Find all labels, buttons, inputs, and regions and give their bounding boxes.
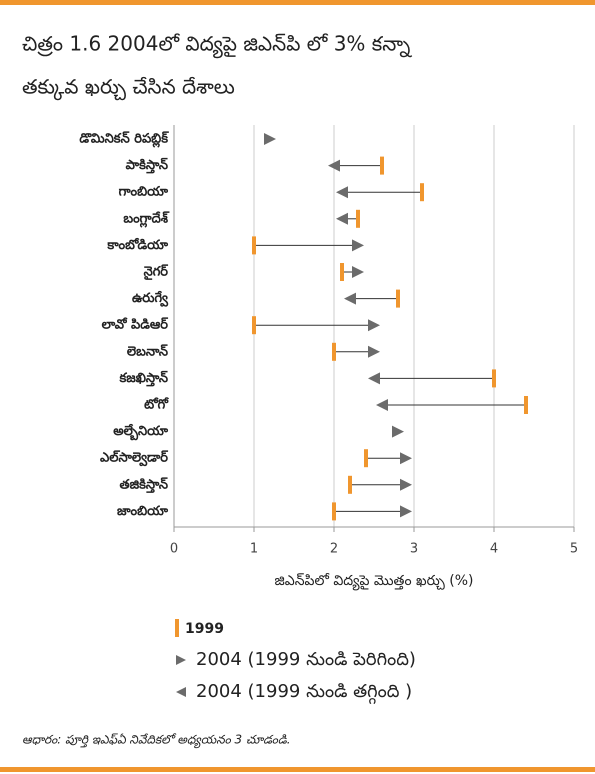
marker-2004 [336,212,348,225]
marker-1999 [524,396,528,414]
category-label: కజఖిస్తాన్ [118,370,168,387]
marker-2004 [368,319,380,332]
marker-1999 [380,156,384,175]
category-label: నైగర్ [144,264,169,281]
marker-2004 [400,505,412,518]
marker-2004 [352,266,364,278]
x-tick-label: 4 [490,542,498,557]
marker-2004 [392,425,404,438]
marker-2004 [328,159,340,172]
x-tick-label: 2 [330,542,338,557]
marker-2004 [376,399,388,411]
category-label: జాంబియా [117,504,168,519]
legend-label: 1999 [185,621,224,637]
marker-1999 [332,502,336,521]
category-label: ఎల్‌సాల్వెడార్ [100,450,168,467]
marker-1999 [252,236,256,255]
x-tick-label: 5 [570,542,578,557]
category-label: అల్బేనియా [113,423,168,441]
category-label: బంగ్లాదేశ్ [123,210,169,228]
bottom-rule [0,767,595,772]
marker-2004 [400,478,412,491]
category-label: కాంబోడియా [106,237,168,253]
marker-1999 [340,263,344,281]
legend-swatch [175,619,179,637]
category-label: ఉరుగ్వే [132,290,169,307]
category-label: లావో పిడిఆర్ [102,317,169,333]
category-label: తజికిస్తాన్ [120,476,168,493]
marker-1999 [356,209,360,228]
marker-2004 [368,345,380,358]
legend-swatch [176,687,186,697]
x-tick-label: 0 [170,542,178,557]
category-label: లెబనాన్ [127,343,168,359]
marker-1999 [396,289,400,308]
marker-1999 [332,342,336,361]
marker-1999 [364,449,368,468]
source: ఆధారం: పూర్తి ఇఎఫ్ఏ నివేదికలో అధ్యయనం 3 … [22,733,291,749]
marker-2004 [352,239,364,252]
x-tick-label: 3 [410,542,418,557]
marker-2004 [368,372,380,385]
marker-2004 [400,452,412,465]
legend-label: 2004 (1999 నుండి తగ్గింది ) [196,681,412,704]
marker-2004 [336,186,348,199]
top-rule [0,0,595,5]
chart-title: చిత్రం 1.6 2004లో విద్యపై జిఎన్‌పి లో 3%… [22,32,412,59]
legend-label: 2004 (1999 నుండి పెరిగింది) [196,649,416,670]
legend-swatch [176,655,186,665]
category-label: గాంబియా [119,185,168,200]
x-axis-label: జిఎన్‌పిలో విద్యపై మొత్తం ఖర్చు (%) [275,573,474,591]
marker-1999 [348,475,352,494]
x-tick-label: 1 [250,542,258,557]
marker-2004 [264,133,276,145]
category-label: పాకిస్తాన్ [126,157,168,174]
chart-title: తక్కువ ఖర్చు చేసిన దేశాలు [22,75,235,101]
marker-1999 [492,369,496,388]
category-label: డొమినికన్ రిపబ్లిక్ [79,131,169,149]
marker-2004 [344,292,356,305]
category-label: టోగో [144,397,169,413]
marker-1999 [420,183,424,202]
marker-1999 [252,316,256,335]
